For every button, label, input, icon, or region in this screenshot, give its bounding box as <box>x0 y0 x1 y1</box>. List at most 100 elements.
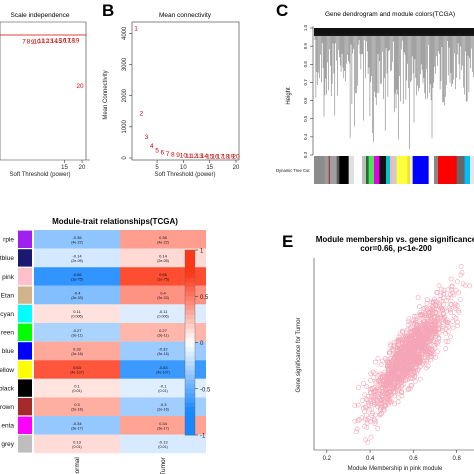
panel-e-point <box>407 329 413 335</box>
panel-e-point <box>371 375 377 380</box>
panel-e-point <box>386 366 392 372</box>
panel-e-point <box>378 362 384 367</box>
panel-d-module-swatch <box>18 379 32 397</box>
panel-d-cell <box>120 434 206 454</box>
panel-b-point: 14 <box>201 153 209 160</box>
panel-e-point <box>430 303 436 309</box>
panel-b-point: 18 <box>222 154 230 161</box>
panel-e-point <box>356 417 362 422</box>
panel-e-point <box>417 352 423 358</box>
panel-e-point <box>424 297 430 303</box>
panel-c-color-segment <box>407 156 411 184</box>
panel-e-point <box>409 363 415 369</box>
panel-e-point <box>393 367 399 373</box>
panel-a-xlabel: Soft Threshold (power) <box>10 172 71 178</box>
panel-d-module-label: pink <box>2 274 15 281</box>
panel-c-label: C <box>276 1 288 20</box>
panel-e-point <box>371 397 377 403</box>
panel-b-point: 12 <box>190 153 198 160</box>
panel-d-module-label: rown <box>0 404 14 411</box>
panel-d-module-swatch <box>18 360 32 379</box>
panel-b-point: 5 <box>155 148 159 155</box>
panel-b-xtick-label: 15 <box>206 165 213 171</box>
panel-e-point <box>402 367 408 373</box>
panel-e-point <box>374 400 380 406</box>
panel-d-colorbar-step <box>185 370 195 376</box>
panel-d-colorbar-tick-label: -1 <box>200 434 206 440</box>
panel-c-color-segment <box>366 156 369 184</box>
panel-e-point <box>441 287 447 293</box>
panel-d-colorbar: 1 0.5 0 -0.5 -1 <box>184 249 211 440</box>
panel-e-point <box>367 419 373 424</box>
panel-e-point <box>448 276 454 282</box>
panel-c-color-segment <box>410 156 413 184</box>
panel-e-point <box>394 375 400 381</box>
panel-e-point <box>364 412 369 418</box>
panel-e-point <box>406 322 411 328</box>
panel-b-point: 2 <box>139 111 143 118</box>
panel-c-module-color-bar <box>314 156 474 184</box>
panel-d-cell-value: 0.63 <box>73 365 82 370</box>
panel-a-point: 13 <box>46 38 54 45</box>
panel-e-xlabel: Module Membership in pink module <box>348 466 443 472</box>
panel-d-colorbar-tick-label: 0.5 <box>200 295 209 301</box>
panel-d-cell-p: (2e-05) <box>157 259 169 263</box>
panel-c-color-segment <box>390 156 393 184</box>
panel-e-point <box>421 338 427 344</box>
panel-e-point <box>415 295 421 300</box>
panel-e-point <box>382 385 388 391</box>
panel-e-point <box>362 409 367 414</box>
panel-e-point <box>375 425 381 431</box>
panel-e-point <box>411 321 416 326</box>
panel-a-xtick-label: 20 <box>79 165 86 171</box>
panel-e-point <box>375 372 381 378</box>
panel-a-point: 16 <box>59 38 67 45</box>
panel-e-point <box>420 321 426 327</box>
panel-d-colorbar-step <box>185 259 195 265</box>
panel-d-colorbar-step <box>185 324 195 330</box>
panel-b-label: B <box>102 1 114 20</box>
panel-c-color-segment <box>456 156 465 184</box>
panel-e-point <box>403 333 409 339</box>
panel-e-point <box>453 301 459 307</box>
panel-d-cell <box>34 267 120 286</box>
panel-e-point <box>379 374 385 379</box>
panel-e-point <box>380 389 386 395</box>
panel-e-point <box>410 376 415 381</box>
panel-d-module-swatch <box>18 416 32 434</box>
panel-e-point <box>396 334 402 340</box>
panel-c-ytick-label: 0.7 <box>303 79 308 86</box>
panel-d-title: Module-trait relationships(TCGA) <box>52 217 178 226</box>
panel-c-color-segment <box>314 156 325 184</box>
panel-e-point <box>423 347 429 352</box>
panel-e-point <box>437 321 442 327</box>
panel-d-cell-value: -0.13 <box>158 439 168 444</box>
panel-e-point <box>413 339 419 345</box>
panel-e-point <box>451 314 457 320</box>
panel-e-point <box>392 401 397 407</box>
panel-e-xtick-label: 0.8 <box>453 456 462 462</box>
panel-e-point <box>355 402 361 408</box>
panel-e-xtick-label: 0.6 <box>409 456 418 462</box>
panel-e-point <box>467 283 473 289</box>
panel-e-point <box>399 350 405 356</box>
panel-e-point <box>407 369 413 375</box>
panel-e-point <box>382 356 388 361</box>
panel-e-point <box>395 353 401 358</box>
panel-e-point <box>384 372 390 378</box>
panel-d-cell <box>34 341 120 361</box>
panel-e-point <box>436 283 442 289</box>
panel-a-point: 20 <box>76 83 84 90</box>
panel-e-point <box>407 347 413 353</box>
panel-d-column-labels: Normal Tumor <box>74 456 167 474</box>
panel-e-point <box>455 323 460 329</box>
panel-d-module-swatch <box>18 435 32 453</box>
panel-e-point <box>435 315 441 321</box>
panel-d-colorbar-step <box>185 407 195 413</box>
panel-d-module-swatch <box>18 286 32 304</box>
panel-d-colorbar-step <box>185 282 195 288</box>
panel-c-ytick-label: 0.3 <box>303 151 308 158</box>
panel-e-point <box>373 380 379 386</box>
panel-b-point: 6 <box>161 150 165 157</box>
